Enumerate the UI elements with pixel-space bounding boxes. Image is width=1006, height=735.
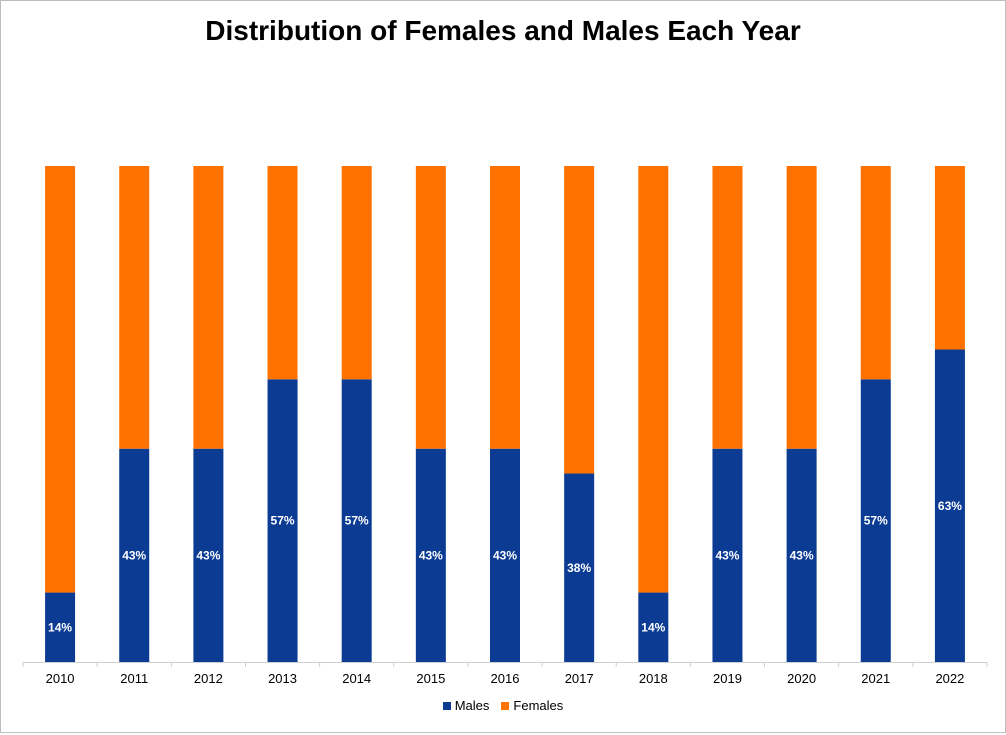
data-label-males-2013: 57% xyxy=(271,514,295,528)
data-label-males-2019: 43% xyxy=(715,548,739,562)
x-tick-label-2018: 2018 xyxy=(639,671,668,686)
legend-item-females: Females xyxy=(501,698,563,713)
data-label-males-2020: 43% xyxy=(790,548,814,562)
bar-females-2010 xyxy=(45,166,76,593)
bar-males-2019 xyxy=(712,448,743,662)
bar-males-2022 xyxy=(934,349,965,662)
data-label-males-2022: 63% xyxy=(938,499,962,513)
data-label-males-2017: 38% xyxy=(567,561,591,575)
legend-label-females: Females xyxy=(513,698,564,713)
bar-females-2017 xyxy=(564,166,595,474)
bar-females-2015 xyxy=(415,166,446,449)
chart-title: Distribution of Females and Males Each Y… xyxy=(205,15,801,46)
x-tick-label-2010: 2010 xyxy=(46,671,75,686)
bar-females-2016 xyxy=(490,166,520,449)
x-tick-label-2020: 2020 xyxy=(787,671,816,686)
bar-females-2018 xyxy=(638,166,669,593)
bar-females-2022 xyxy=(934,166,965,350)
x-tick-label-2011: 2011 xyxy=(120,671,148,686)
bar-males-2017 xyxy=(564,473,595,662)
x-tick-label-2015: 2015 xyxy=(416,671,445,686)
data-label-males-2016: 43% xyxy=(493,548,517,562)
data-label-males-2014: 57% xyxy=(345,514,369,528)
legend-item-males: Males xyxy=(442,698,490,713)
bar-females-2014 xyxy=(341,166,372,380)
bar-males-2013 xyxy=(267,379,298,662)
bars-layer: 14% 43% 43% 57% 57% 43% 43% 38% 14% 43% 43% 57% 63% xyxy=(45,166,965,662)
legend-swatch-females xyxy=(501,701,510,710)
x-tick-label-2014: 2014 xyxy=(342,671,371,686)
data-label-males-2015: 43% xyxy=(419,548,443,562)
data-label-males-2010: 14% xyxy=(48,620,72,634)
bar-females-2011 xyxy=(119,166,150,449)
bar-males-2020 xyxy=(786,448,817,662)
data-label-males-2018: 14% xyxy=(641,620,665,634)
data-label-males-2012: 43% xyxy=(196,548,220,562)
x-tick-label-2016: 2016 xyxy=(491,671,520,686)
data-label-males-2021: 57% xyxy=(864,514,888,528)
bar-males-2012 xyxy=(193,448,224,662)
legend: Males Females xyxy=(1,698,1005,713)
bar-males-2011 xyxy=(119,448,150,662)
x-tick-label-2022: 2022 xyxy=(935,671,964,686)
bar-females-2019 xyxy=(712,166,743,449)
bar-females-2020 xyxy=(786,166,817,449)
x-tick-label-2013: 2013 xyxy=(268,671,297,686)
x-axis: 2010 2011 2012 2013 2014 2015 2016 2017 2018 2019… xyxy=(22,662,988,686)
bar-males-2021 xyxy=(860,379,891,662)
data-label-males-2011: 43% xyxy=(122,548,146,562)
x-tick-label-2012: 2012 xyxy=(194,671,223,686)
x-tick-label-2019: 2019 xyxy=(713,671,742,686)
x-tick-label-2017: 2017 xyxy=(565,671,594,686)
bar-males-2016 xyxy=(490,448,520,662)
bar-males-2010 xyxy=(45,592,76,662)
bar-males-2018 xyxy=(638,592,669,662)
x-tick-label-2021: 2021 xyxy=(861,671,890,686)
bar-females-2021 xyxy=(860,166,891,380)
bar-males-2015 xyxy=(415,448,446,662)
bar-males-2014 xyxy=(341,379,372,662)
bar-females-2012 xyxy=(193,166,224,449)
legend-swatch-males xyxy=(442,701,451,710)
legend-label-males: Males xyxy=(454,698,490,713)
bar-females-2013 xyxy=(267,166,298,380)
